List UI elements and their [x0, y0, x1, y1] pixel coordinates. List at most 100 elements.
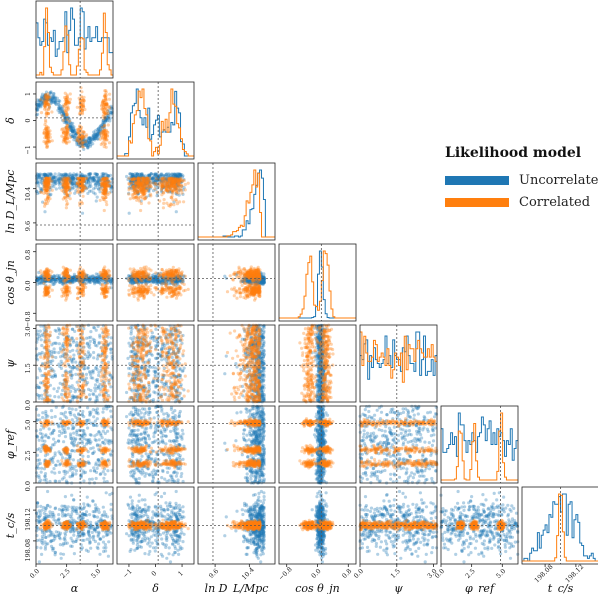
panel-alpha-alpha — [35, 0, 114, 79]
points-uncorrelated-140 — [80, 136, 84, 140]
points-correlated-268 — [127, 182, 131, 186]
points-uncorrelated-235 — [86, 191, 90, 195]
points-uncorrelated-47 — [99, 123, 103, 128]
points-uncorrelated-302 — [77, 142, 81, 146]
y-tick-label-costheta: 0.8 — [24, 250, 32, 260]
points-correlated-314 — [179, 286, 183, 290]
points-correlated-401 — [154, 288, 158, 292]
points-uncorrelated-11 — [42, 94, 47, 98]
points-uncorrelated-70 — [69, 133, 73, 137]
points-uncorrelated-74 — [43, 94, 48, 98]
points-uncorrelated-6 — [62, 111, 66, 115]
panel-delta-costheta — [116, 243, 195, 322]
points-correlated-410 — [149, 194, 153, 198]
points-uncorrelated-403 — [72, 277, 76, 281]
points-correlated-313 — [140, 279, 144, 283]
points-uncorrelated-190 — [68, 121, 72, 125]
points-uncorrelated-98 — [102, 120, 106, 125]
points-correlated-406 — [76, 286, 80, 290]
points-uncorrelated-225 — [94, 134, 98, 138]
points-uncorrelated-207 — [64, 116, 69, 120]
points-uncorrelated-361 — [92, 134, 96, 138]
points-correlated-364 — [176, 182, 181, 186]
points-uncorrelated-165 — [86, 145, 90, 149]
points-uncorrelated-253 — [61, 114, 65, 118]
points-correlated-375 — [136, 269, 140, 273]
points-uncorrelated-338 — [44, 99, 48, 103]
points-uncorrelated-158 — [69, 126, 73, 130]
points-uncorrelated-110 — [51, 94, 56, 98]
points-correlated-406 — [76, 182, 80, 186]
points-uncorrelated-105 — [75, 143, 79, 147]
points-uncorrelated-113 — [82, 141, 86, 145]
points-uncorrelated-138 — [109, 106, 113, 110]
points-uncorrelated-123 — [58, 103, 62, 107]
points-uncorrelated-227 — [68, 125, 72, 129]
points-uncorrelated-210 — [89, 140, 93, 144]
points-correlated-88 — [186, 181, 190, 185]
points-correlated-258 — [146, 186, 150, 190]
points-uncorrelated-202 — [71, 124, 75, 128]
points-uncorrelated-201 — [41, 101, 45, 105]
points-uncorrelated-77 — [104, 119, 108, 123]
points-correlated-362 — [61, 265, 65, 269]
panel-alpha-lnDL: 9.610.4ln D_L/Mpc — [4, 162, 114, 241]
y-tick-label-delta: −1 — [24, 145, 32, 155]
points-correlated-365 — [162, 290, 166, 295]
points-uncorrelated-411 — [151, 177, 155, 181]
points-correlated-413 — [143, 179, 147, 183]
points-uncorrelated-65 — [80, 211, 85, 215]
points-correlated-402 — [158, 289, 162, 293]
points-uncorrelated-184 — [94, 133, 99, 138]
points-correlated-392 — [42, 101, 46, 105]
points-correlated-336 — [134, 280, 139, 284]
points-uncorrelated-161 — [35, 98, 40, 102]
y-tick-label-delta: 1 — [24, 92, 32, 96]
points-uncorrelated-19 — [89, 138, 93, 142]
points-uncorrelated-286 — [88, 280, 92, 285]
points-correlated-349 — [99, 177, 103, 182]
panel-delta-lnDL — [116, 162, 195, 241]
points-uncorrelated-412 — [88, 172, 92, 176]
points-uncorrelated-263 — [96, 137, 100, 141]
points-uncorrelated-73 — [96, 129, 100, 133]
points-correlated-410 — [65, 123, 69, 127]
hist-uncorrelated-alpha — [36, 7, 113, 57]
points-correlated-411 — [104, 181, 108, 185]
points-correlated-298 — [246, 294, 250, 298]
points-uncorrelated-15 — [101, 118, 105, 122]
points-uncorrelated-419 — [70, 129, 74, 133]
points-correlated-409 — [174, 190, 178, 194]
points-uncorrelated-181 — [97, 132, 101, 136]
points-correlated-406 — [76, 138, 80, 143]
points-uncorrelated-126 — [74, 131, 79, 136]
points-correlated-400 — [102, 290, 106, 294]
points-uncorrelated-97 — [47, 97, 51, 101]
points-correlated-211 — [103, 124, 107, 128]
points-uncorrelated-127 — [43, 94, 47, 98]
points-uncorrelated-209 — [93, 132, 97, 136]
points-uncorrelated-272 — [84, 139, 89, 143]
points-uncorrelated-88 — [44, 101, 48, 105]
points-uncorrelated-55 — [71, 130, 75, 134]
points-uncorrelated-262 — [83, 140, 87, 144]
points-uncorrelated-297 — [92, 138, 97, 142]
points-correlated-371 — [130, 181, 134, 185]
points-uncorrelated-57 — [60, 106, 64, 111]
points-uncorrelated-324 — [46, 98, 50, 102]
points-uncorrelated-66 — [63, 118, 67, 122]
points-correlated-397 — [169, 295, 173, 299]
points-correlated-279 — [228, 274, 232, 278]
points-correlated-140 — [62, 105, 66, 109]
points-correlated-361 — [82, 130, 86, 134]
points-correlated-377 — [107, 141, 111, 145]
points-correlated-417 — [132, 291, 136, 295]
points-uncorrelated-343 — [43, 99, 47, 103]
points-uncorrelated-112 — [102, 124, 106, 128]
points-uncorrelated-65 — [223, 274, 227, 278]
points-correlated-413 — [45, 179, 50, 183]
points-correlated-414 — [77, 131, 81, 135]
points-correlated-297 — [165, 201, 169, 205]
